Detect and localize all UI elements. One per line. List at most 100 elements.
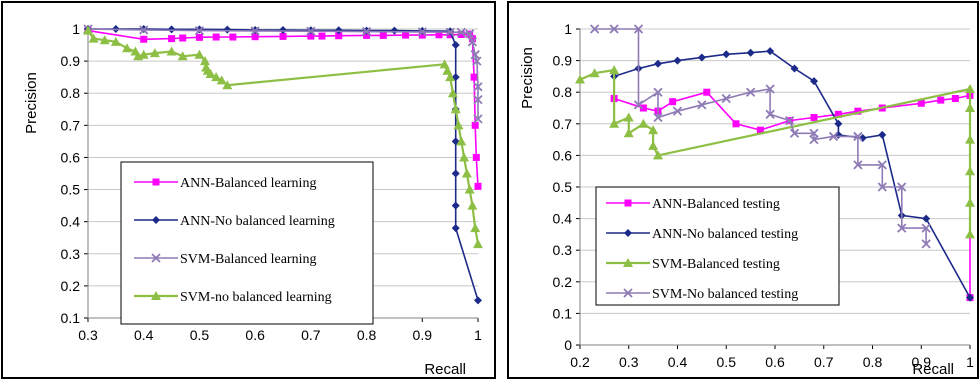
data-point-marker — [402, 31, 410, 39]
right-series-layer — [575, 24, 975, 302]
y-tick-label: 0.1 — [553, 305, 573, 321]
data-point-marker — [222, 80, 233, 90]
data-point-marker — [897, 182, 907, 192]
data-point-marker — [177, 51, 188, 61]
data-point-marker — [435, 31, 443, 39]
data-point-marker — [809, 134, 819, 145]
x-tick-label: 0.3 — [78, 327, 98, 343]
data-point-marker — [834, 110, 842, 118]
data-point-marker — [212, 33, 220, 41]
x-tick-label: 0.3 — [619, 354, 639, 370]
x-tick-label: 0.8 — [863, 354, 883, 370]
data-point-marker — [250, 26, 260, 36]
data-point-marker — [609, 118, 620, 128]
data-point-marker — [363, 31, 371, 39]
data-point-marker — [194, 25, 205, 36]
x-tick-label: 0.6 — [765, 354, 785, 370]
left-series-layer — [83, 24, 483, 305]
data-point-marker — [451, 224, 460, 233]
data-point-marker — [732, 120, 740, 128]
data-point-marker — [790, 64, 799, 73]
data-point-marker — [122, 43, 132, 53]
data-point-marker — [473, 114, 483, 124]
legend-entry: ANN-No balanced testing — [606, 227, 798, 242]
data-point-marker — [88, 33, 99, 43]
data-point-marker — [442, 65, 453, 75]
data-point-marker — [251, 33, 259, 41]
data-point-marker — [921, 223, 931, 233]
data-point-marker — [609, 65, 620, 75]
data-point-marker — [390, 26, 399, 35]
data-point-marker — [306, 26, 316, 36]
y-tick-label: 0.2 — [61, 278, 81, 294]
right-axes: 0 0.1 0.2 0.3 0.4 0.5 0.6 0.7 0.8 0.9 1 0.2 0.3 0.4 0.… — [553, 21, 975, 370]
data-point-marker — [648, 140, 659, 150]
data-point-marker — [828, 131, 839, 142]
right-legend-box — [595, 186, 840, 306]
left-legend-entries: ANN-Balanced learning ANN-No balanced lea… — [134, 176, 335, 305]
right-x-axis-label: Recall — [912, 361, 954, 378]
data-point-marker — [746, 48, 755, 57]
data-point-marker — [853, 131, 863, 142]
data-point-marker — [965, 197, 975, 207]
series-line — [88, 28, 479, 301]
x-tick-label: 0.4 — [134, 327, 154, 343]
data-point-marker — [223, 25, 232, 34]
data-point-marker — [361, 26, 372, 37]
data-point-marker — [633, 100, 644, 110]
x-tick-label: 0.4 — [668, 354, 688, 370]
data-point-marker — [470, 73, 478, 81]
data-point-marker — [334, 26, 343, 35]
legend-label: ANN-Balanced testing — [652, 197, 780, 212]
data-point-marker — [200, 56, 210, 66]
data-point-marker — [653, 150, 663, 160]
data-point-marker — [673, 56, 682, 65]
left-legend: ANN-Balanced learning ANN-No balanced lea… — [120, 161, 374, 325]
data-point-marker — [589, 24, 600, 34]
data-point-marker — [877, 182, 887, 192]
legend-entry: ANN-No balanced learning — [134, 214, 335, 229]
data-point-marker — [457, 30, 465, 38]
right-y-axis-label: Precision — [519, 47, 536, 109]
legend-label: SVM-No balanced testing — [652, 287, 798, 302]
x-tick-label: 0.8 — [357, 327, 377, 343]
data-point-marker — [471, 121, 479, 129]
data-point-marker — [853, 160, 863, 170]
data-point-marker — [951, 95, 959, 103]
data-point-marker — [877, 160, 887, 170]
x-tick-label: 1 — [966, 354, 974, 370]
data-point-marker — [473, 239, 483, 249]
data-point-marker — [307, 32, 315, 40]
legend-entry: ANN-Balanced testing — [606, 197, 780, 212]
data-point-marker — [467, 37, 478, 47]
data-point-marker — [589, 68, 600, 78]
y-tick-label: 0.4 — [553, 211, 573, 227]
data-point-marker — [472, 153, 480, 161]
right-legend: ANN-Balanced testing ANN-No balanced test… — [595, 186, 840, 306]
data-point-marker — [638, 118, 649, 128]
data-point-marker — [216, 75, 227, 85]
data-point-marker — [445, 27, 455, 37]
x-tick-label: 1 — [474, 327, 482, 343]
data-point-marker — [456, 27, 466, 37]
data-point-marker — [464, 184, 475, 194]
data-point-marker — [917, 99, 925, 107]
series-diamond-1 — [84, 25, 482, 305]
y-tick-label: 0.7 — [553, 116, 573, 132]
data-point-marker — [897, 223, 907, 233]
y-tick-label: 0.5 — [61, 182, 81, 198]
data-point-marker — [648, 125, 659, 135]
series-triangle-2 — [575, 65, 975, 239]
legend-label: SVM-no balanced learning — [180, 290, 332, 305]
data-point-marker — [451, 41, 460, 50]
x-tick-label: 0.7 — [814, 354, 834, 370]
left-x-axis-label: Recall — [424, 361, 466, 378]
data-point-marker — [279, 25, 287, 34]
legend-marker — [623, 288, 633, 298]
right-chart-panel: 0 0.1 0.2 0.3 0.4 0.5 0.6 0.7 0.8 0.9 1 0.2 0.3 0.4 0.… — [507, 1, 979, 379]
legend-marker — [624, 229, 632, 237]
data-point-marker — [439, 59, 450, 69]
data-point-marker — [834, 119, 843, 128]
y-tick-label: 0.3 — [553, 242, 573, 258]
data-point-marker — [379, 31, 387, 39]
